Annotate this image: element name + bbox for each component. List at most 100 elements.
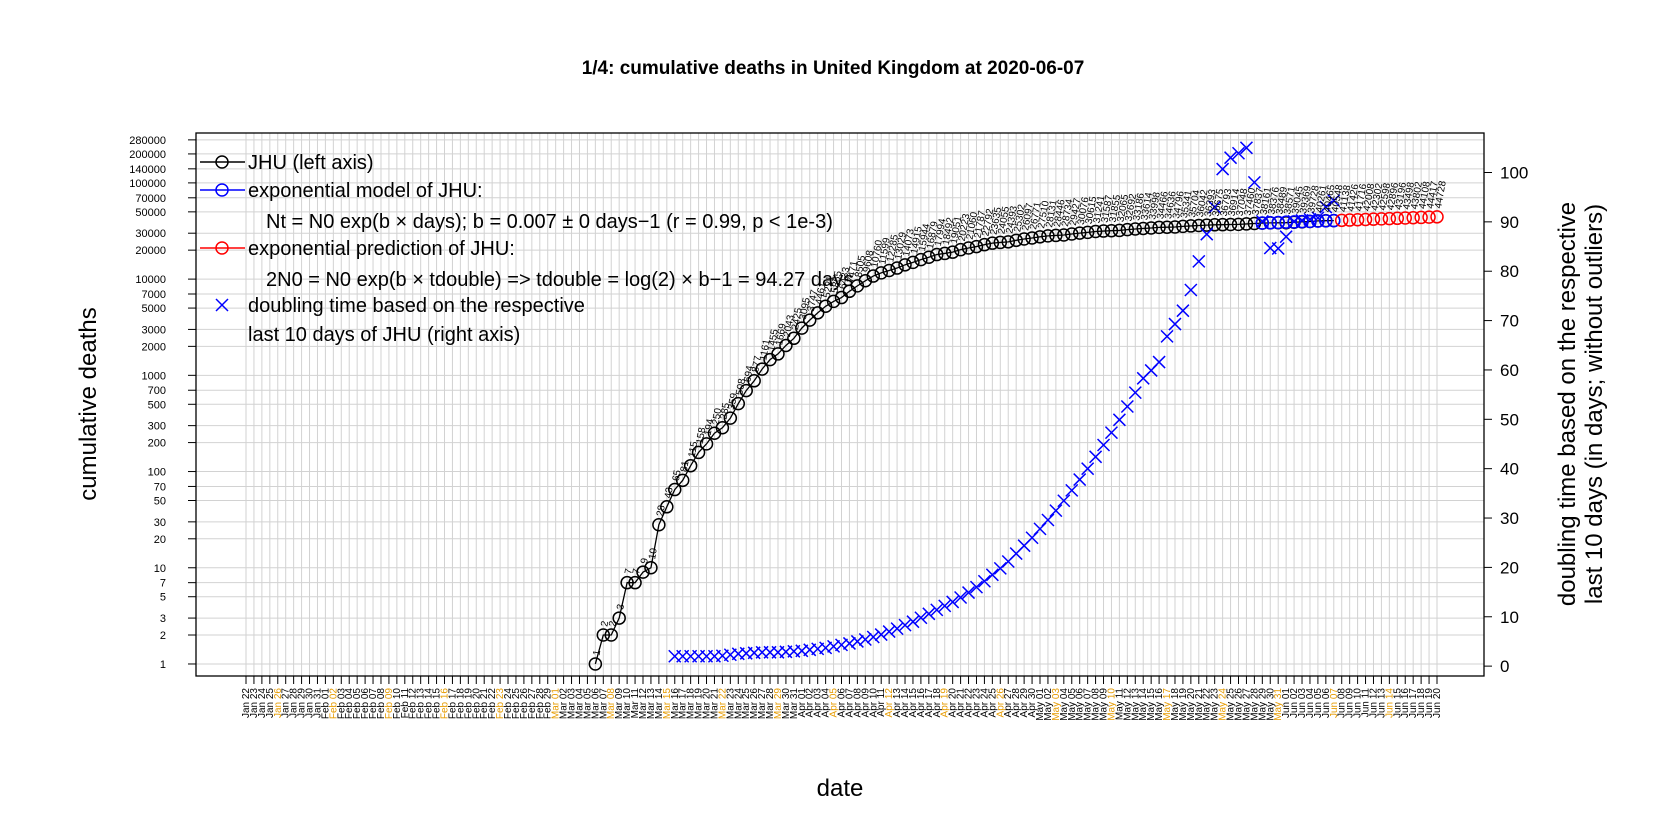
x-tick-label: May 10 <box>1106 688 1117 721</box>
prediction-value-label: 42598 <box>1378 182 1394 212</box>
y-left-tick-label: 5 <box>160 592 166 604</box>
x-tick-label: Apr 21 <box>956 688 967 718</box>
legend-entry-prediction: exponential prediction of JHU: 2N0 = N0 … <box>200 238 853 291</box>
y-left-tick-label: 10 <box>154 563 166 575</box>
jhu-point <box>977 237 992 252</box>
legend-entry-doubling: doubling time based on the respective la… <box>215 295 585 346</box>
jhu-value-label: 24393 <box>1004 205 1020 235</box>
x-tick-label: May 29 <box>1257 688 1268 721</box>
x-tick-label: May 04 <box>1059 688 1070 721</box>
legend-prediction-formula: 2N0 = N0 exp(b × tdouble) => tdouble = l… <box>266 269 853 291</box>
x-tick-label: Mar 10 <box>622 688 633 720</box>
x-tick-label: Apr 25 <box>987 688 998 718</box>
x-tick-label: Apr 14 <box>900 688 911 718</box>
doubling-point <box>914 611 928 625</box>
jhu-point <box>945 245 960 259</box>
doubling-point <box>1319 200 1333 214</box>
x-tick-label: Mar 20 <box>702 688 713 720</box>
doubling-point <box>898 618 912 632</box>
jhu-point <box>660 500 674 514</box>
doubling-cross-stroke <box>842 636 856 650</box>
doubling-cross-stroke <box>1239 141 1253 155</box>
doubling-point <box>1176 304 1190 318</box>
jhu-value-label: 9608 <box>861 249 876 273</box>
jhu-value-label: 359 <box>726 392 740 411</box>
x-tick-label: Apr 16 <box>916 688 927 718</box>
jhu-value-label: 33998 <box>1147 191 1163 221</box>
x-tick-label: Feb 14 <box>424 688 435 720</box>
doubling-point <box>930 603 944 617</box>
jhu-value-label: 32692 <box>1123 192 1139 222</box>
jhu-point <box>612 611 626 625</box>
prediction-value-label: 44728 <box>1433 180 1449 210</box>
doubling-point <box>1073 473 1087 487</box>
jhu-value-label: 29427 <box>1068 197 1084 227</box>
doubling-point <box>1112 413 1126 427</box>
doubling-point <box>1184 283 1198 297</box>
jhu-value-label: 19051 <box>949 215 965 245</box>
prediction-point <box>1406 210 1420 225</box>
jhu-point <box>1065 227 1079 241</box>
x-tick-label: Feb 24 <box>503 688 514 720</box>
x-tick-label: Mar 23 <box>725 688 736 720</box>
doubling-point <box>874 628 888 642</box>
x-tick-label: Apr 04 <box>821 688 832 718</box>
doubling-point <box>985 568 999 582</box>
y-left-tick-label: 700 <box>148 385 166 397</box>
x-tick-label: Feb 04 <box>344 688 355 720</box>
doubling-point <box>1200 227 1214 241</box>
prediction-point <box>1366 212 1381 226</box>
x-tick-label: Feb 22 <box>487 688 498 720</box>
jhu-point <box>1112 223 1127 238</box>
x-tick-label: Mar 18 <box>686 688 697 720</box>
jhu-value-label: 1669 <box>774 322 789 346</box>
x-tick-label: May 25 <box>1226 688 1237 721</box>
jhu-value-label: 39369 <box>1298 185 1314 215</box>
jhu-value-label: 37048 <box>1235 187 1251 217</box>
jhu-point <box>1009 233 1023 248</box>
jhu-value-label: 5221 <box>822 275 837 299</box>
x-tick-label: Apr 22 <box>964 688 975 718</box>
jhu-value-label: 16879 <box>925 220 941 250</box>
doubling-point <box>906 615 920 629</box>
doubling-cross-stroke <box>850 634 864 648</box>
prediction-value-label: 43498 <box>1401 181 1417 211</box>
jhu-value-label: 8505 <box>854 254 869 278</box>
x-tick-label: Jun 17 <box>1408 688 1419 718</box>
jhu-value-label: 31587 <box>1100 194 1116 224</box>
doubling-point <box>1255 214 1269 228</box>
x-tick-label: May 27 <box>1241 688 1252 721</box>
x-tick-label: May 19 <box>1178 688 1189 721</box>
jhu-value-label: 1 <box>591 649 603 657</box>
doubling-point <box>1041 513 1055 527</box>
jhu-value-label: 33186 <box>1131 192 1147 222</box>
legend-label-doubling: doubling time based on the respective <box>248 295 585 317</box>
y-left-tick-label: 20 <box>154 534 166 546</box>
x-tick-label: Jan 29 <box>297 688 308 718</box>
doubling-point <box>858 632 872 647</box>
doubling-point <box>842 636 856 650</box>
doubling-cross-stroke <box>1319 200 1333 214</box>
doubling-cross-stroke <box>1224 151 1238 165</box>
jhu-value-label: 39045 <box>1290 185 1306 215</box>
x-tick-label: Jun 02 <box>1289 688 1300 718</box>
x-tick-label: Apr 10 <box>868 688 879 718</box>
jhu-value-label: 81 <box>679 460 692 473</box>
y-left-tick-label: 1 <box>160 659 166 671</box>
doubling-point <box>1271 241 1285 256</box>
y-right-tick-label: 20 <box>1500 558 1519 577</box>
jhu-value-label: 28 <box>655 504 668 517</box>
jhu-value-label: 2043 <box>782 314 797 338</box>
prediction-point <box>1374 212 1389 226</box>
prediction-value-label: 42896 <box>1385 181 1401 211</box>
jhu-value-label: 2 <box>599 620 611 628</box>
jhu-point <box>993 235 1008 250</box>
prediction-point <box>1422 210 1436 224</box>
x-tick-label: May 18 <box>1170 688 1181 721</box>
jhu-value-label: 115 <box>687 440 701 458</box>
jhu-value-label: 36042 <box>1195 188 1211 218</box>
x-tick-label: Feb 21 <box>479 688 490 720</box>
prediction-value-label: 41138 <box>1338 184 1354 213</box>
y-axis-label-left: cumulative deaths <box>75 307 102 500</box>
plot-frame <box>195 132 1485 677</box>
